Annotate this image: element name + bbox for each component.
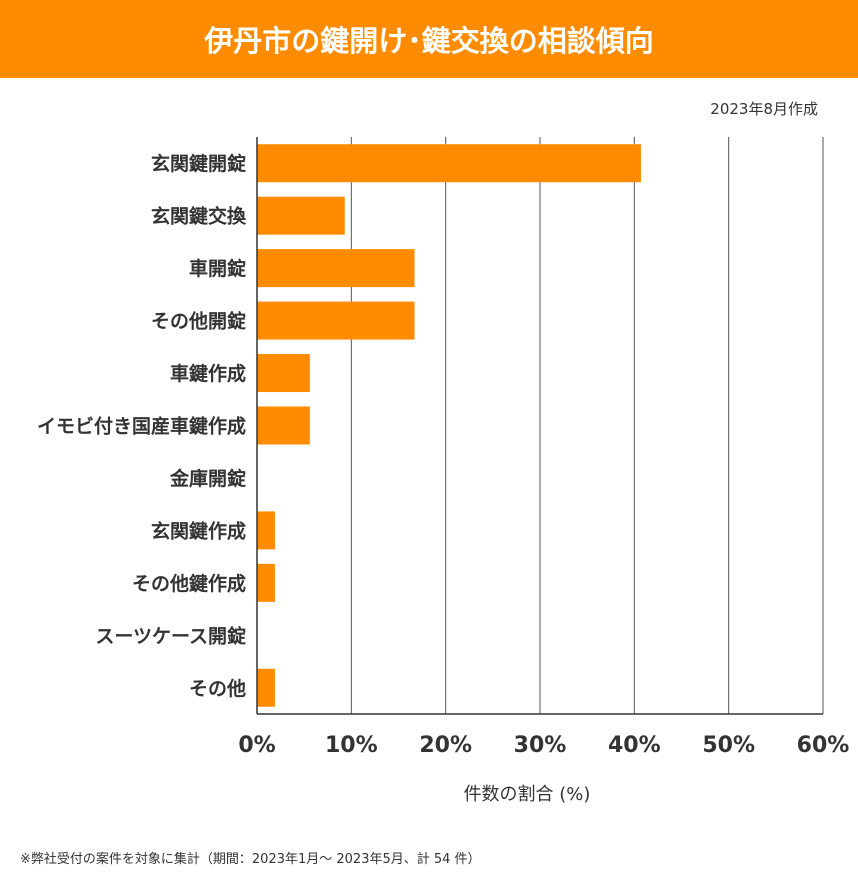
bar [257,563,275,602]
bar [257,249,415,288]
bar [257,301,415,340]
category-label: 車鍵作成 [170,362,246,385]
bar [257,406,310,445]
x-tick-label: 40% [608,733,661,758]
bar [257,511,275,550]
x-tick-label: 60% [797,733,850,758]
category-label: 玄関鍵交換 [151,205,247,228]
category-label: その他 [189,677,246,700]
x-tick-label: 20% [419,733,472,758]
bar [257,196,345,235]
category-label: その他鍵作成 [132,572,246,595]
footnote: ※弊社受付の案件を対象に集計（期間：2023年1月～ 2023年5月、計 54 … [20,852,481,867]
x-tick-label: 10% [325,733,378,758]
category-label: スーツケース開錠 [95,624,246,647]
bar [257,144,641,183]
bar [257,668,275,707]
category-label: 車開錠 [189,257,246,280]
x-tick-label: 30% [514,733,567,758]
chart-title: 伊丹市の鍵開け･鍵交換の相談傾向 [0,0,858,78]
x-axis-label: 件数の割合 (%) [464,784,591,805]
category-label: その他開錠 [151,310,246,333]
x-tick-label: 0% [238,733,275,758]
category-label: 玄関鍵開錠 [151,152,246,175]
category-label: 玄関鍵作成 [151,519,246,542]
bar [257,354,310,393]
x-tick-label: 50% [702,733,755,758]
category-label: 金庫開錠 [169,467,246,490]
created-date: 2023年8月作成 [710,100,818,118]
category-label: イモビ付き国産車鍵作成 [37,415,246,438]
